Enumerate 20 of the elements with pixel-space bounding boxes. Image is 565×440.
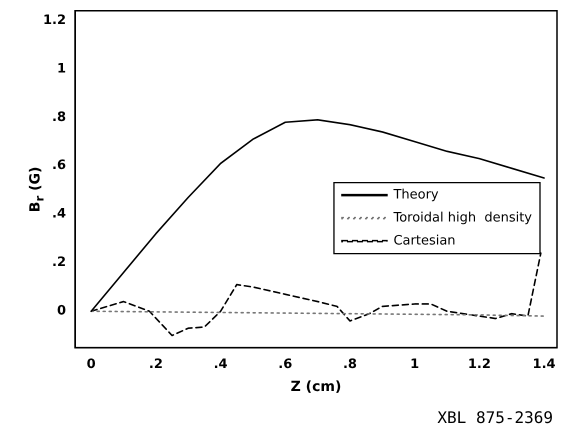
x-tick-label: .2 (148, 356, 163, 372)
y-tick-label: .4 (52, 206, 66, 222)
legend-label: Cartesian (393, 233, 456, 248)
x-tick-label: 1 (410, 356, 420, 372)
y-tick-label: 0 (56, 304, 66, 319)
y-tick-label: .6 (52, 158, 66, 174)
x-tick-label: .8 (342, 356, 357, 372)
x-tick-label: .6 (278, 356, 292, 372)
legend-label: Toroidal high density (392, 210, 532, 226)
y-tick-label: 1.2 (43, 12, 66, 28)
y-tick-label: .8 (52, 110, 66, 125)
x-axis-title: Z (cm) (290, 379, 342, 396)
x-tick-label: 0 (86, 356, 96, 372)
x-tick-label: 1.2 (468, 356, 491, 372)
x-tick-label: 1.4 (532, 356, 556, 372)
legend-label: Theory (392, 187, 439, 202)
x-tick-label: .4 (214, 356, 228, 372)
text: XBL 875-2369 (437, 408, 553, 427)
y-tick-label: 1 (56, 61, 66, 76)
y-tick-label: .2 (52, 255, 66, 270)
